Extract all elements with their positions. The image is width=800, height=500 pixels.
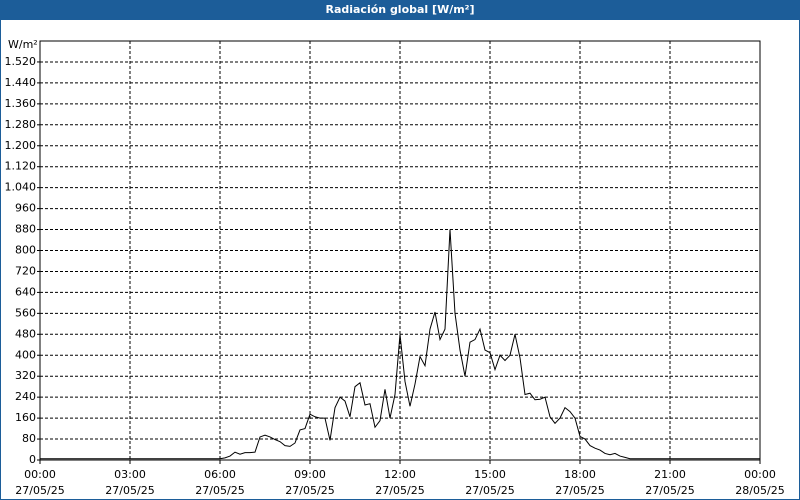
y-tick-label: 640 — [15, 285, 36, 298]
x-tick-label: 09:00 — [294, 468, 326, 481]
x-tick-label: 03:00 — [114, 468, 146, 481]
y-tick-label: 880 — [15, 223, 36, 236]
y-tick-label: 1.360 — [5, 97, 37, 110]
title-bar — [0, 0, 800, 20]
x-tick-date: 27/05/25 — [645, 484, 694, 497]
y-tick-label: 320 — [15, 369, 36, 382]
y-tick-label: 480 — [15, 327, 36, 340]
y-tick-label: 1.200 — [5, 139, 37, 152]
y-tick-label: 560 — [15, 306, 36, 319]
y-tick-label: 0 — [29, 453, 36, 466]
y-axis-label: W/m² — [8, 38, 38, 51]
x-tick-label: 21:00 — [654, 468, 686, 481]
y-tick-label: 400 — [15, 348, 36, 361]
x-tick-label: 12:00 — [384, 468, 416, 481]
y-tick-label: 960 — [15, 202, 36, 215]
y-tick-label: 160 — [15, 411, 36, 424]
plot-border — [39, 40, 761, 461]
y-tick-label: 1.280 — [5, 118, 37, 131]
y-tick-label: 800 — [15, 244, 36, 257]
x-tick-date: 27/05/25 — [375, 484, 424, 497]
data-line — [40, 229, 760, 460]
x-tick-date: 27/05/25 — [195, 484, 244, 497]
x-tick-date: 27/05/25 — [15, 484, 64, 497]
y-tick-label: 1.120 — [5, 160, 37, 173]
y-tick-label: 1.520 — [5, 55, 37, 68]
y-tick-label: 1.040 — [5, 181, 37, 194]
x-tick-label: 15:00 — [474, 468, 506, 481]
chart-title: Radiación global [W/m²] — [325, 3, 474, 16]
x-tick-date: 27/05/25 — [465, 484, 514, 497]
y-tick-label: 720 — [15, 264, 36, 277]
x-tick-date: 28/05/25 — [735, 484, 784, 497]
y-tick-label: 240 — [15, 390, 36, 403]
x-tick-date: 27/05/25 — [555, 484, 604, 497]
y-tick-label: 80 — [22, 432, 36, 445]
x-tick-label: 00:00 — [744, 468, 776, 481]
y-tick-label: 1.440 — [5, 76, 37, 89]
x-tick-label: 18:00 — [564, 468, 596, 481]
x-tick-label: 00:00 — [24, 468, 56, 481]
x-tick-date: 27/05/25 — [285, 484, 334, 497]
x-tick-date: 27/05/25 — [105, 484, 154, 497]
x-tick-label: 06:00 — [204, 468, 236, 481]
